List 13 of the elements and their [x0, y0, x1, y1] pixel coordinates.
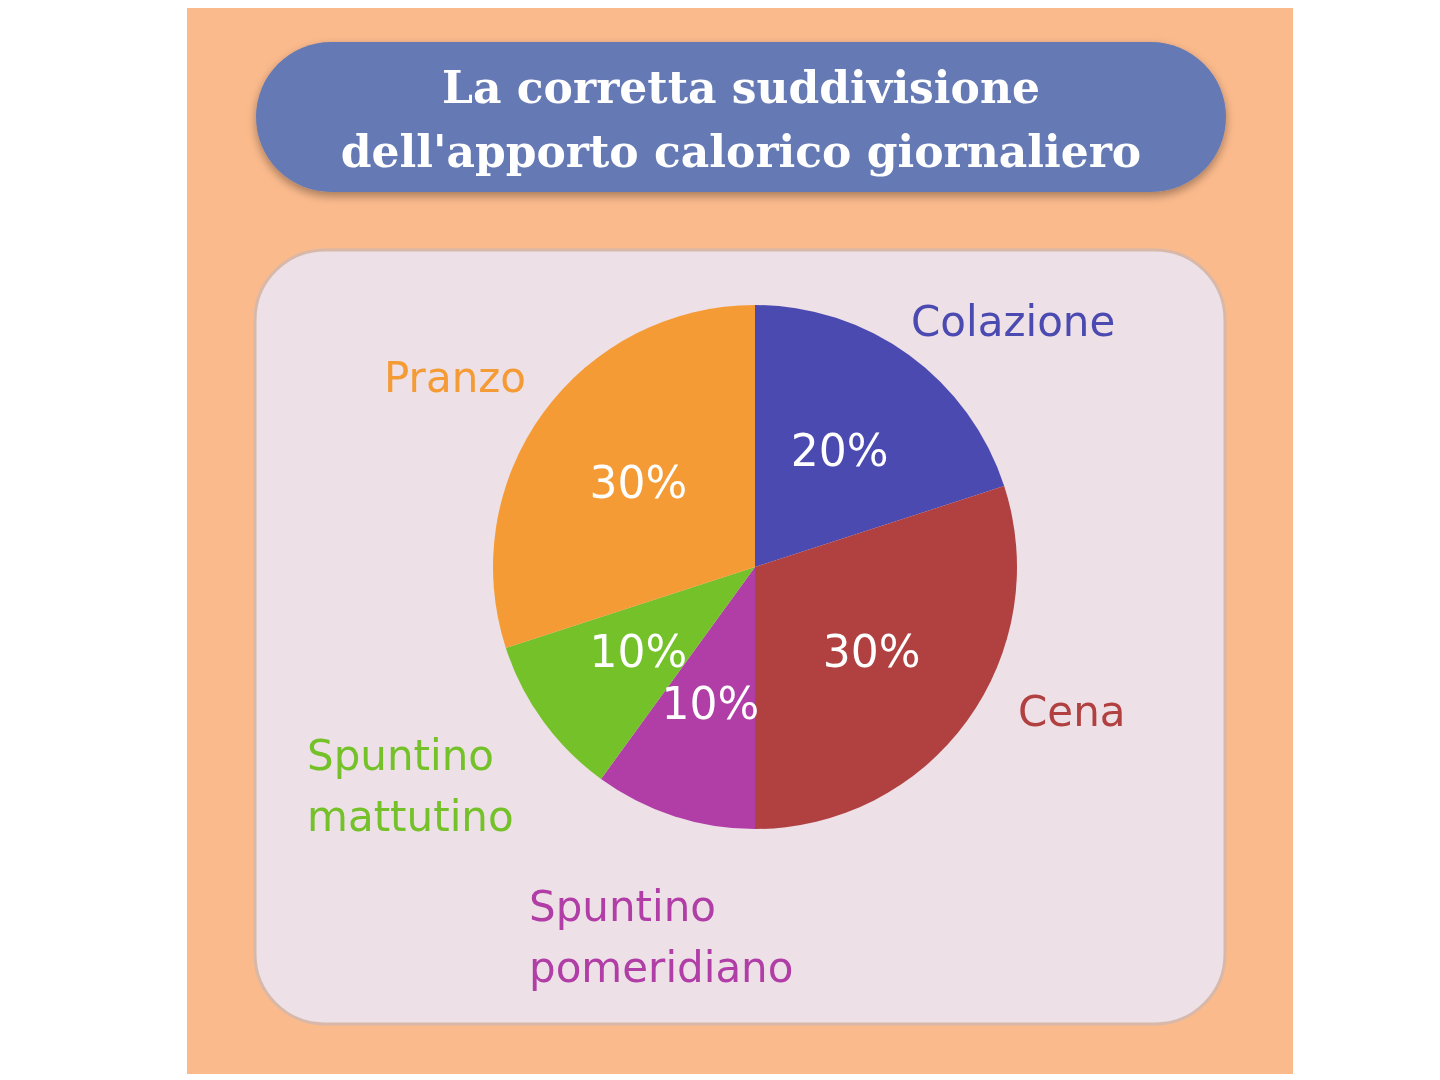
data-label: 10% — [589, 626, 688, 678]
data-label: 30% — [822, 626, 921, 678]
slice-label: Pranzo — [384, 352, 526, 402]
slice-label: Colazione — [911, 296, 1116, 346]
pie-slice — [505, 567, 755, 779]
data-label: 30% — [589, 456, 688, 508]
slice-label: Spuntino mattutino — [307, 730, 514, 841]
data-label: 20% — [790, 424, 889, 476]
slice-label: Cena — [1018, 686, 1126, 736]
chart-title: La corretta suddivisione dell'apporto calorico giornaliero — [340, 62, 1142, 178]
pie-slice — [755, 486, 1017, 829]
slice-label: Spuntino pomeridiano — [529, 881, 794, 992]
data-label: 10% — [661, 678, 760, 730]
